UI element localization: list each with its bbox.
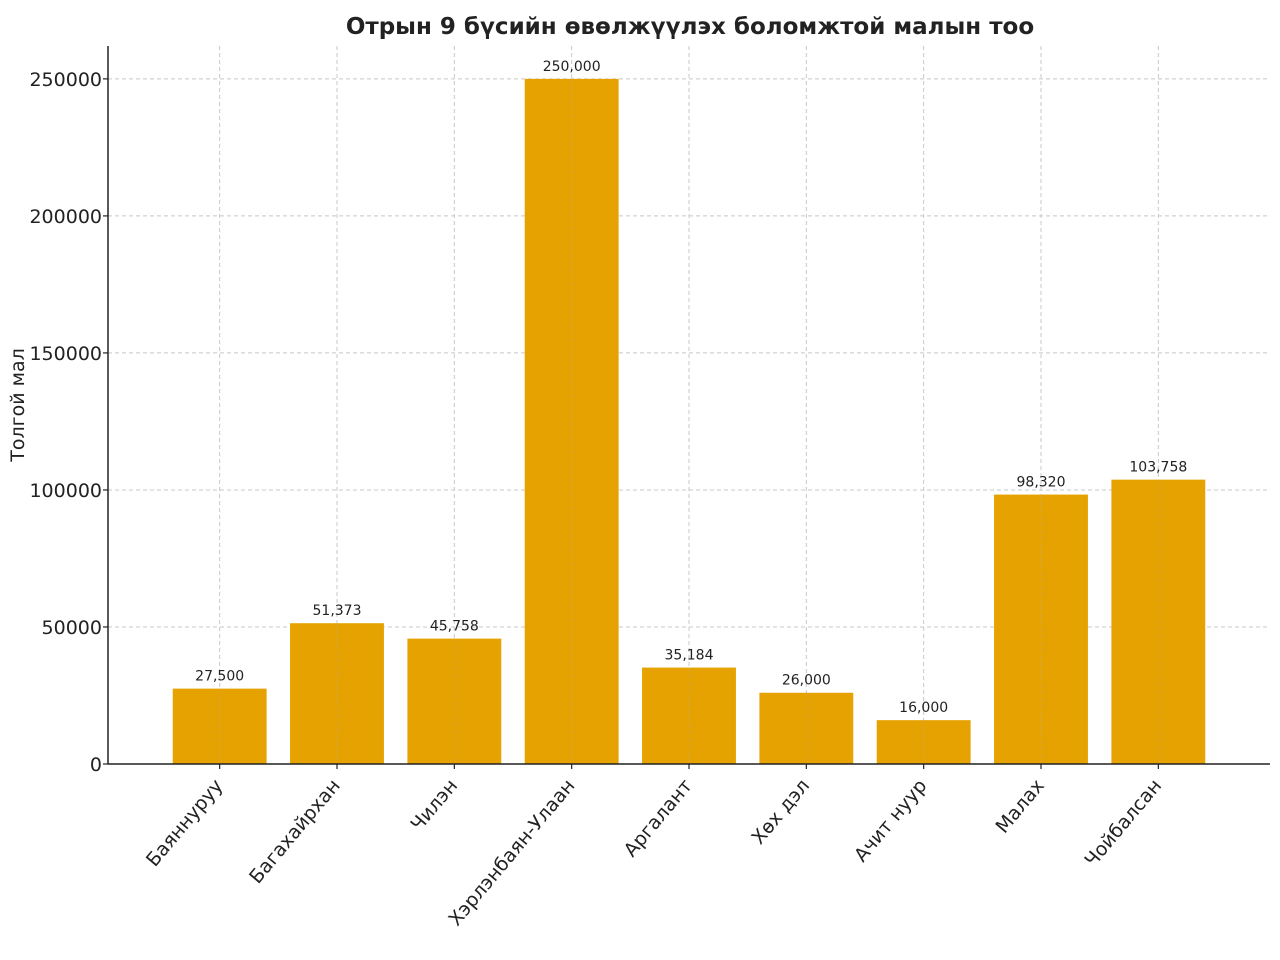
x-tick-label: Аргалант	[620, 775, 697, 861]
data-label: 16,000	[899, 700, 948, 716]
y-tick-label: 250000	[29, 69, 102, 91]
x-tick-label: Ачит нуур	[850, 775, 932, 866]
chart-title: Отрын 9 бүсийн өвөлжүүлэх боломжтой малы…	[346, 14, 1034, 40]
data-label: 98,320	[1017, 475, 1066, 491]
x-tick-label: Багахайрхан	[245, 775, 345, 888]
data-label: 27,500	[195, 669, 244, 685]
x-tick-label: Чилэн	[407, 775, 463, 835]
data-label: 45,758	[430, 619, 479, 635]
data-labels: 27,500 51,373 45,758 250,000 35,184 26,000 16,…	[195, 59, 1187, 716]
data-label: 250,000	[543, 59, 601, 75]
bar	[407, 638, 502, 764]
data-label: 103,758	[1129, 460, 1187, 476]
y-axis-label: Толгой мал	[7, 348, 29, 463]
x-tick-label: Чойбалсан	[1081, 775, 1167, 871]
x-tick-labels: Баяннуруу Багахайрхан ЧилэнХэрлэнбаян-Улаа…	[142, 775, 1166, 930]
x-tick-label: Малах	[991, 775, 1048, 837]
y-tick-label: 150000	[29, 343, 102, 365]
x-tick-label: Хэрлэнбаян-Улаан	[444, 775, 579, 930]
y-tick-label: 200000	[29, 206, 102, 228]
x-tick-label: Баяннуруу	[142, 775, 227, 871]
y-tick-labels: 0 50000 100000 150000 200000 250000	[29, 69, 102, 776]
y-tick-label: 100000	[29, 480, 102, 502]
y-tick-label: 50000	[42, 617, 102, 639]
data-label: 26,000	[782, 673, 831, 689]
bars	[172, 78, 1206, 764]
y-tick-label: 0	[90, 754, 102, 776]
axes	[103, 46, 1270, 769]
data-label: 35,184	[665, 648, 714, 664]
data-label: 51,373	[313, 603, 362, 619]
x-tick-label: Хөх дэл	[747, 775, 814, 849]
